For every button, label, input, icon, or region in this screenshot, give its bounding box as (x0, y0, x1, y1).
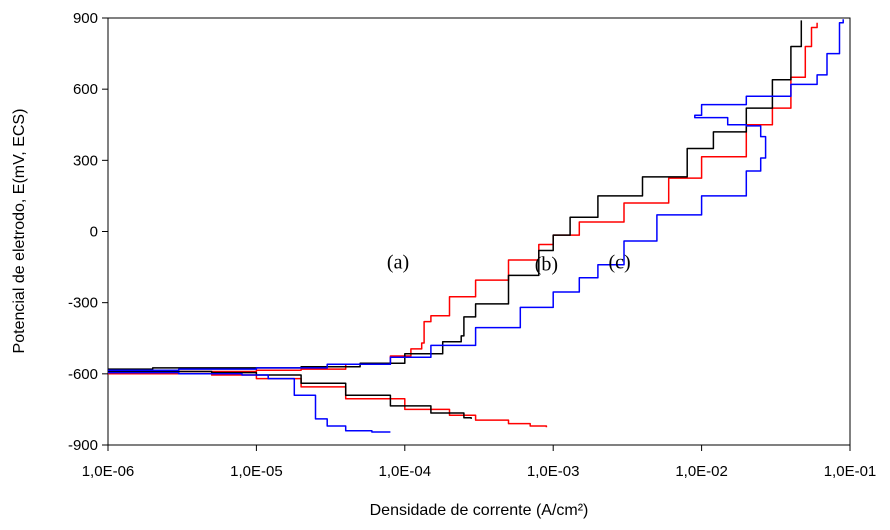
curve-annotation: (c) (608, 251, 630, 273)
y-tick-label: 900 (73, 10, 98, 27)
curve-annotation: (a) (387, 251, 409, 273)
y-tick-label: -600 (68, 366, 98, 383)
series-3-anodic-line (108, 19, 844, 372)
x-axis-title: Densidade de corrente (A/cm²) (370, 502, 589, 519)
y-tick-label: -300 (68, 295, 98, 312)
x-tick-label: 1,0E-05 (230, 463, 283, 480)
x-tick-label: 1,0E-06 (82, 463, 135, 480)
curve-annotation: (b) (535, 254, 558, 276)
plot-area (107, 17, 851, 446)
x-tick-label: 1,0E-03 (527, 463, 580, 480)
ticks-layer: 1,0E-06 1,0E-05 1,0E-04 1,0E-03 1,0E-02 1,0E-… (68, 10, 876, 480)
y-tick-label: 600 (73, 81, 98, 98)
x-tick-label: 1,0E-04 (379, 463, 432, 480)
annotations-layer: (a) (b) (c) (387, 251, 631, 275)
x-tick-label: 1,0E-02 (675, 463, 728, 480)
x-tick-label: 1,0E-01 (824, 463, 877, 480)
y-tick-label: 300 (73, 152, 98, 169)
series-layer (108, 19, 844, 433)
series-3-cathodic-line (108, 371, 391, 433)
y-tick-label: 0 (90, 224, 98, 241)
y-tick-label: -900 (68, 437, 98, 454)
series-2-cathodic-line (108, 370, 472, 419)
series-1-cathodic-line (108, 373, 548, 428)
y-axis-title: Potencial de eletrodo, E(mV, ECS) (11, 109, 28, 354)
